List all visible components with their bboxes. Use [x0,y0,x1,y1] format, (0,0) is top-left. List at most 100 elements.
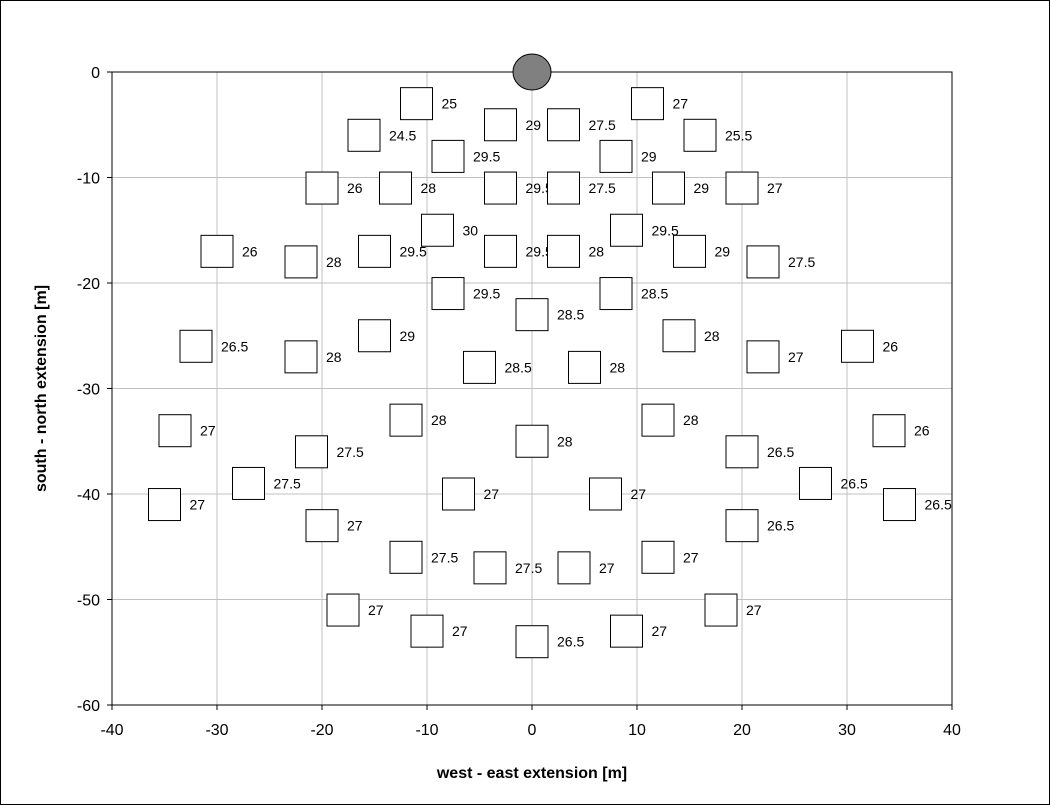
data-label: 29.5 [652,222,679,238]
data-label: 27 [683,549,699,565]
data-label: 29 [715,243,731,259]
y-axis-ticks: 0 -10 -20 -30 -40 -50 -60 [77,65,112,715]
data-label: 27 [746,602,762,618]
data-point-marker [610,614,643,648]
data-label: 29.5 [473,286,500,302]
data-label: 27.5 [515,560,542,576]
data-point-marker [358,319,391,353]
data-points: 25 24.5 29 27.5 27 25.5 29.5 29 26 28 29.5 27.5 29 27… [148,53,952,659]
data-label: 26 [883,338,899,354]
data-label: 27.5 [589,117,616,133]
data-label: 26.5 [841,475,868,491]
y-axis-title: south - north extension [m] [33,285,50,492]
x-tick-label: 30 [838,722,856,739]
data-label: 30 [463,222,479,238]
data-point-marker [662,319,696,353]
data-label: 26.5 [221,338,248,354]
data-point-marker [148,488,181,522]
data-label: 27 [200,423,216,439]
data-label: 29 [526,117,542,133]
data-label: 28 [610,359,626,375]
data-label: 26 [914,423,930,439]
data-point-marker [305,171,339,205]
data-label: 27 [452,623,468,639]
data-point-marker [515,298,549,332]
data-point-marker [841,329,874,363]
data-label: 28 [326,349,342,365]
data-point-marker [641,403,675,437]
data-label: 26.5 [557,634,584,650]
data-label: 25 [442,96,458,112]
x-axis-title: west - east extension [m] [436,765,627,782]
data-label: 29.5 [526,243,553,259]
data-label: 27 [767,180,783,196]
y-tick-label: -10 [77,171,100,188]
data-point-marker [725,171,759,205]
data-label: 28 [589,243,605,259]
data-label: 28 [557,433,573,449]
data-label: 28 [421,180,437,196]
y-tick-label: -40 [77,487,100,504]
data-point-marker [547,234,580,268]
data-point-marker [704,593,738,627]
data-point-marker [610,213,643,247]
data-point-marker [158,414,192,448]
data-point-marker [746,245,780,279]
data-point-marker [232,466,265,500]
data-point-marker [631,87,664,121]
data-label: 26.5 [767,518,794,534]
data-label: 27 [368,602,384,618]
data-point-marker [484,234,517,268]
data-point-marker [484,108,517,142]
x-tick-label: -30 [205,722,228,739]
data-point-marker [463,350,496,384]
data-label: 28.5 [641,286,668,302]
data-point-marker [326,593,360,627]
data-point-marker [431,139,465,173]
data-label: 27.5 [788,254,815,270]
data-label: 27 [631,486,647,502]
data-label: 28 [431,412,447,428]
data-label: 24.5 [389,127,416,143]
data-point-marker [673,234,706,268]
data-label: 29.5 [526,180,553,196]
data-label: 26 [347,180,363,196]
data-point-marker [557,551,591,585]
data-point-marker [442,477,475,511]
data-point-marker [484,171,517,205]
x-tick-label: 40 [943,722,961,739]
data-label: 26.5 [767,444,794,460]
data-point-marker [725,509,759,543]
data-point-marker [725,435,759,469]
data-point-marker [547,108,580,142]
x-tick-label: 10 [628,722,646,739]
data-point-marker [872,414,906,448]
data-label: 27.5 [589,180,616,196]
y-tick-label: -30 [77,382,100,399]
data-label: 26 [242,243,258,259]
x-tick-label: 0 [528,722,537,739]
data-point-marker [400,87,433,121]
data-label: 28 [704,328,720,344]
data-point-marker [431,277,465,311]
data-point-marker [515,625,549,659]
data-label: 29 [641,148,657,164]
data-label: 27 [347,518,363,534]
data-point-marker [799,466,832,500]
y-tick-label: 0 [91,65,100,82]
data-label: 27 [788,349,804,365]
data-label: 27 [190,497,206,513]
data-label: 27.5 [274,475,301,491]
data-point-marker [379,171,412,205]
data-label: 25.5 [725,127,752,143]
data-point-marker [179,329,213,363]
data-label: 29.5 [473,148,500,164]
source-circle-marker [512,53,552,91]
data-point-marker [284,245,318,279]
data-point-marker [347,118,381,152]
data-point-marker [358,234,391,268]
data-point-marker [515,424,549,458]
data-label: 29 [400,328,416,344]
